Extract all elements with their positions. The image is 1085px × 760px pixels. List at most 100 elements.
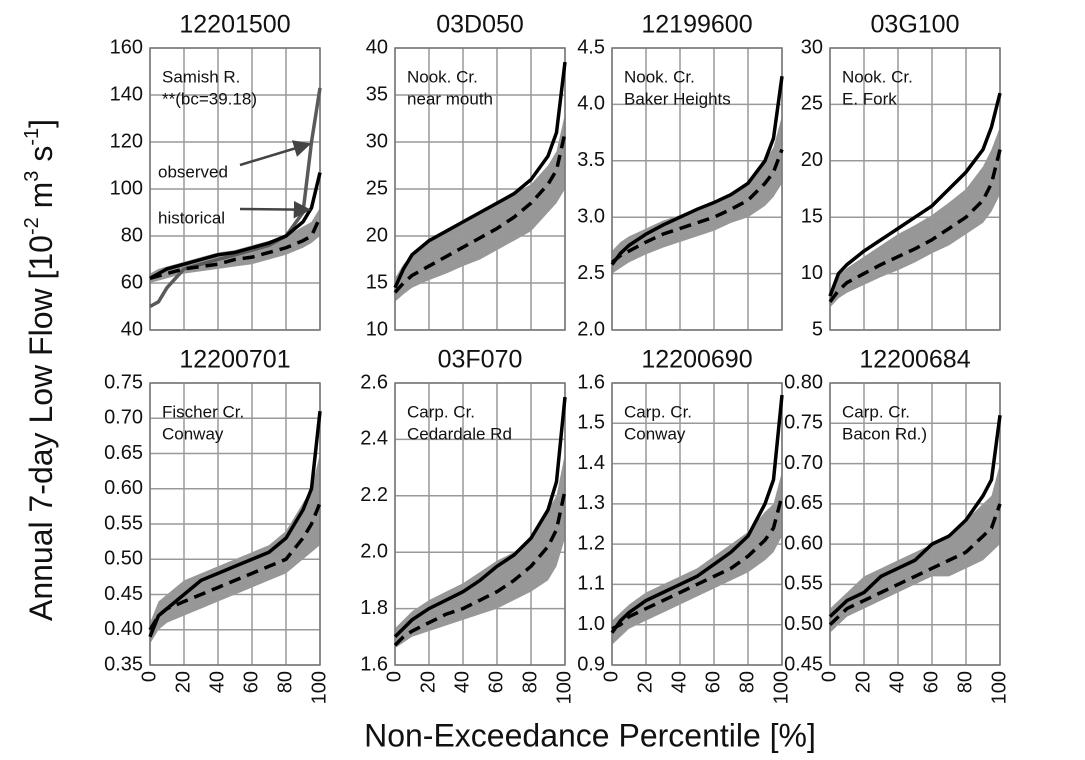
station-label: E. Fork (842, 89, 897, 108)
y-tick-label: 100 (110, 177, 143, 199)
y-tick-label: 3.0 (577, 205, 605, 227)
x-tick-label: 0 (383, 671, 405, 682)
station-label: Fischer Cr. (162, 402, 244, 421)
panel-title: 12200701 (179, 346, 290, 374)
y-tick-label: 0.70 (104, 407, 143, 429)
x-tick-label: 0 (600, 671, 622, 682)
x-tick-label: 40 (886, 671, 908, 693)
y-tick-label: 25 (801, 93, 823, 115)
station-label: near mouth (407, 89, 493, 108)
y-tick-label: 120 (110, 130, 143, 152)
solid-line (393, 396, 567, 639)
y-tick-label: 0.80 (784, 371, 823, 393)
y-tick-label: 10 (801, 262, 823, 284)
station-label: Cedardale Rd (407, 424, 512, 443)
y-tick-label: 3.5 (577, 149, 605, 171)
x-tick-label: 100 (770, 671, 792, 704)
y-tick-label: 15 (366, 271, 388, 293)
solid-line (393, 61, 567, 289)
y-tick-label: 35 (366, 83, 388, 105)
station-label: Bacon Rd.) (842, 424, 927, 443)
y-axis-title-part: ] (23, 119, 59, 128)
y-tick-label: 1.8 (360, 597, 388, 619)
solid-line (610, 394, 784, 634)
y-tick-label: 80 (121, 224, 143, 246)
y-tick-label: 15 (801, 205, 823, 227)
y-tick-label: 160 (110, 36, 143, 58)
y-tick-label: 10 (366, 318, 388, 340)
y-tick-label: 20 (801, 149, 823, 171)
panel-title: 12199600 (641, 11, 752, 39)
y-tick-label: 2.0 (577, 318, 605, 340)
x-tick-label: 20 (172, 671, 194, 693)
plot-frame (611, 382, 783, 666)
x-tick-label: 80 (274, 671, 296, 693)
uncertainty-band (150, 207, 320, 283)
y-tick-label: 1.3 (577, 492, 605, 514)
x-tick-label: 100 (553, 671, 575, 704)
uncertainty-band (830, 463, 1000, 633)
y-axis-title-sup: 3 (21, 171, 43, 182)
uncertainty-band (612, 471, 782, 645)
y-tick-label: 0.40 (104, 618, 143, 640)
plot-frame (829, 382, 1001, 666)
y-tick-label: 4.0 (577, 93, 605, 115)
y-tick-label: 20 (366, 224, 388, 246)
x-tick-label: 20 (634, 671, 656, 693)
y-tick-label: 4.5 (577, 36, 605, 58)
panel-title: 12200690 (641, 346, 752, 374)
y-tick-label: 0.60 (104, 477, 143, 499)
panel-title: 12200684 (859, 346, 970, 374)
dashed-line (828, 503, 1002, 626)
y-tick-label: 2.6 (360, 371, 388, 393)
y-tick-label: 30 (366, 130, 388, 152)
y-tick-label: 2.0 (360, 540, 388, 562)
y-tick-label: 30 (801, 36, 823, 58)
x-tick-label: 60 (920, 671, 942, 693)
y-tick-label: 0.50 (104, 548, 143, 570)
x-tick-label: 40 (206, 671, 228, 693)
y-tick-label: 0.9 (577, 653, 605, 675)
station-label: **(bc=39.18) (162, 89, 257, 108)
plot-frame (394, 382, 566, 666)
dashed-line (828, 149, 1002, 303)
plot-frame (394, 47, 566, 331)
x-tick-label: 0 (138, 671, 160, 682)
station-label: Samish R. (162, 67, 240, 86)
y-tick-label: 1.0 (577, 613, 605, 635)
y-tick-label: 1.6 (360, 653, 388, 675)
dashed-line (393, 489, 567, 647)
y-tick-label: 2.5 (577, 262, 605, 284)
y-axis-title-part: s (23, 146, 59, 171)
x-tick-label: 60 (485, 671, 507, 693)
solid-line (610, 75, 784, 266)
y-tick-label: 0.75 (104, 371, 143, 393)
y-axis-title: Annual 7-day Low Flow [10-2 m3 s-1] (21, 119, 59, 621)
plot-frame (149, 47, 321, 331)
y-tick-label: 0.55 (784, 573, 823, 595)
plot-frame (611, 47, 783, 331)
y-tick-label: 0.70 (784, 452, 823, 474)
station-label: Nook. Cr. (842, 67, 913, 86)
y-tick-label: 40 (121, 318, 143, 340)
panel-title: 12201500 (179, 11, 290, 39)
y-tick-label: 0.60 (784, 532, 823, 554)
panel-title: 03F070 (438, 346, 523, 374)
series-label: observed (158, 162, 228, 181)
station-label: Nook. Cr. (624, 67, 695, 86)
x-tick-label: 60 (702, 671, 724, 693)
y-axis-title-sup: -2 (21, 217, 43, 235)
y-tick-label: 1.1 (577, 573, 605, 595)
station-label: Baker Heights (624, 89, 731, 108)
solid-line (149, 172, 322, 280)
y-tick-label: 1.2 (577, 532, 605, 554)
y-tick-label: 2.4 (360, 428, 388, 450)
solid-line (828, 415, 1002, 618)
y-axis-title-part: Annual 7-day Low Flow [10 (23, 235, 59, 621)
y-tick-label: 0.45 (784, 653, 823, 675)
dashed-line (148, 502, 322, 631)
y-tick-label: 1.5 (577, 412, 605, 434)
solid-line (828, 92, 1002, 297)
x-tick-label: 80 (954, 671, 976, 693)
